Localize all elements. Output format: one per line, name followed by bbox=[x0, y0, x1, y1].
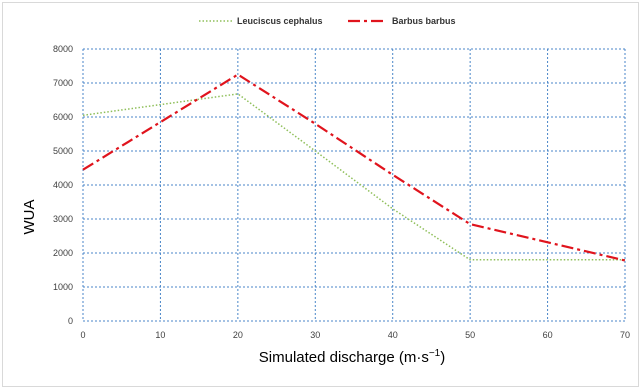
x-tick-label-70: 70 bbox=[620, 330, 630, 340]
y-tick-label-3000: 3000 bbox=[53, 214, 73, 224]
legend-label-leuciscus-cephalus: Leuciscus cephalus bbox=[237, 16, 323, 26]
y-tick-label-5000: 5000 bbox=[53, 146, 73, 156]
series-lines bbox=[82, 73, 626, 262]
y-tick-label-4000: 4000 bbox=[53, 180, 73, 190]
y-tick-label-0: 0 bbox=[68, 316, 73, 326]
y-tick-label-2000: 2000 bbox=[53, 248, 73, 258]
x-tick-label-50: 50 bbox=[465, 330, 475, 340]
x-tick-label-20: 20 bbox=[233, 330, 243, 340]
x-tick-label-10: 10 bbox=[155, 330, 165, 340]
y-tick-label-1000: 1000 bbox=[53, 282, 73, 292]
x-tick-label-40: 40 bbox=[388, 330, 398, 340]
x-tick-label-0: 0 bbox=[80, 330, 85, 340]
y-tick-labels: 0 1000 2000 3000 4000 5000 6000 7000 8000 bbox=[53, 44, 73, 326]
y-tick-label-8000: 8000 bbox=[53, 44, 73, 54]
legend-label-barbus-barbus: Barbus barbus bbox=[392, 16, 456, 26]
y-tick-label-6000: 6000 bbox=[53, 112, 73, 122]
x-tick-label-30: 30 bbox=[310, 330, 320, 340]
x-axis-title-close: ) bbox=[440, 349, 445, 366]
y-tick-label-7000: 7000 bbox=[53, 78, 73, 88]
legend: Leuciscus cephalus Barbus barbus bbox=[199, 16, 456, 26]
series-line-leuciscus-cephalus bbox=[82, 93, 625, 261]
x-axis-title-main: Simulated discharge (m·s bbox=[259, 349, 429, 366]
y-axis-title: WUA bbox=[21, 200, 38, 235]
x-tick-label-60: 60 bbox=[543, 330, 553, 340]
chart-frame bbox=[2, 2, 639, 387]
x-axis-title-superscript: −1 bbox=[429, 348, 441, 359]
x-tick-labels: 0 10 20 30 40 50 60 70 bbox=[80, 330, 630, 340]
grid-lines bbox=[82, 48, 626, 322]
series-line-barbus-barbus bbox=[82, 73, 626, 262]
x-axis-title: Simulated discharge (m·s−1) bbox=[259, 348, 445, 366]
